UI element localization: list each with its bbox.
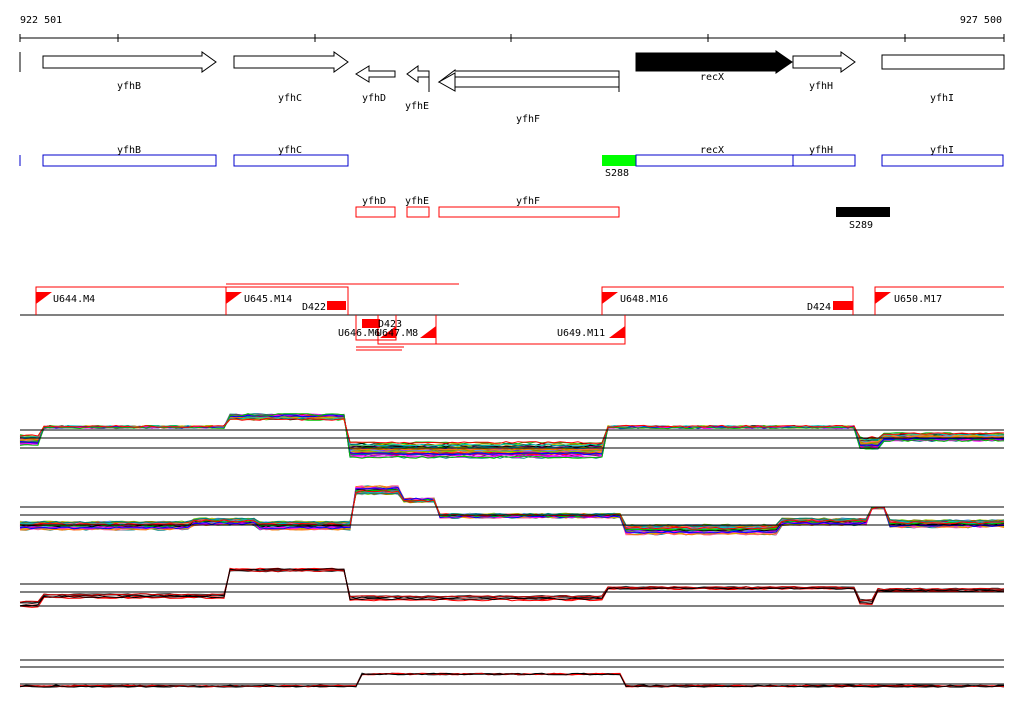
gene-label-recx: recX <box>700 72 724 83</box>
transcript-label-u644: U644.M4 <box>53 294 95 305</box>
expression-trace <box>19 568 1005 607</box>
gene-arrow-yfhb[interactable] <box>42 51 217 73</box>
gene-box-label-yfhe: yfhE <box>405 196 429 207</box>
expression-trace <box>20 672 1005 688</box>
coord-start-label: 922 501 <box>20 15 62 26</box>
gene-box-label-recx: recX <box>700 145 724 156</box>
gene-box-yfhd[interactable] <box>355 206 396 218</box>
transcript-end-u649 <box>609 326 625 338</box>
feature-d423[interactable] <box>362 319 380 328</box>
feature-d422[interactable] <box>327 301 346 310</box>
gene-label-yfhf: yfhF <box>516 114 540 125</box>
transcript-track: U644.M4 U645.M14 D422 U648.M16 D424 U650… <box>20 283 1004 351</box>
transcript-label-u647: U647.M8 <box>376 328 418 339</box>
gene-box-yfhh[interactable] <box>792 154 856 167</box>
gene-box-yfhb[interactable] <box>42 154 217 167</box>
minus-strand-gene-boxes: yfhD yfhE yfhF S289 <box>355 196 890 231</box>
transcript-spans <box>35 283 1004 351</box>
gene-box-label-yfhi: yfhI <box>930 145 954 156</box>
feature-d424[interactable] <box>833 301 853 310</box>
expression-panel-4 <box>19 659 1005 688</box>
ruler-ticks <box>19 34 1005 42</box>
expression-panel-2 <box>19 485 1005 536</box>
gene-box-yfhc[interactable] <box>233 154 349 167</box>
expression-panel-3 <box>19 567 1005 608</box>
transcript-label-u649: U649.M11 <box>557 328 605 339</box>
gene-label-yfhd: yfhD <box>362 93 386 104</box>
transcript-start-u648 <box>602 292 618 304</box>
expression-trace <box>19 672 1004 688</box>
plus-strand-gene-boxes: yfhB yfhC S288 recX yfhH yfhI <box>19 145 1004 179</box>
transcript-start-u645 <box>226 292 242 304</box>
feature-label-d424: D424 <box>807 302 831 313</box>
transcript-start-u650 <box>875 292 891 304</box>
gene-arrow-yfhi[interactable] <box>881 54 1005 70</box>
transcript-label-u645: U645.M14 <box>244 294 292 305</box>
gene-box-label-yfhc: yfhC <box>278 145 302 156</box>
expression-trace <box>19 672 1005 688</box>
expression-trace <box>20 672 1004 688</box>
transcript-label-u648: U648.M16 <box>620 294 668 305</box>
gene-arrow-recx[interactable] <box>635 50 793 74</box>
transcript-end-u646 <box>380 326 396 338</box>
expression-trace <box>19 672 1005 688</box>
gene-label-yfhb: yfhB <box>117 81 141 92</box>
feature-label-s288: S288 <box>605 168 629 179</box>
gene-arrow-yfhd[interactable] <box>355 65 396 83</box>
gene-arrow-track: yfhB yfhC yfhD yfhE yfhF recX yfhH yfhI <box>19 50 1005 125</box>
gene-box-recx[interactable] <box>635 154 794 167</box>
gene-arrow-yfhc[interactable] <box>233 51 349 73</box>
transcript-end-u647 <box>420 326 436 338</box>
gene-box-label-yfhb: yfhB <box>117 145 141 156</box>
gene-box-yfhi[interactable] <box>881 154 1004 167</box>
feature-s288[interactable] <box>602 155 636 166</box>
gene-box-label-yfhd: yfhD <box>362 196 386 207</box>
expression-trace <box>19 486 1005 534</box>
transcript-start-u644 <box>36 292 52 304</box>
gene-box-yfhf[interactable] <box>438 206 620 218</box>
gene-box-label-yfhf: yfhF <box>516 196 540 207</box>
gene-label-yfhi: yfhI <box>930 93 954 104</box>
gene-arrow-yfhf-body <box>437 72 620 92</box>
gene-label-yfhe: yfhE <box>405 101 429 112</box>
gene-box-yfhe[interactable] <box>406 206 430 218</box>
expression-trace <box>19 417 1005 445</box>
gene-label-yfhh: yfhH <box>809 81 833 92</box>
feature-label-d422: D422 <box>302 302 326 313</box>
feature-label-s289: S289 <box>849 220 873 231</box>
gene-label-yfhc: yfhC <box>278 93 302 104</box>
gene-box-label-yfhh: yfhH <box>809 145 833 156</box>
gene-arrow-yfhh[interactable] <box>792 51 856 73</box>
transcript-label-u646: U646.M6 <box>338 328 380 339</box>
coordinate-ruler: 922 501 927 500 <box>19 15 1005 42</box>
coord-end-label: 927 500 <box>960 15 1002 26</box>
feature-s289[interactable] <box>836 207 890 217</box>
expression-trace <box>19 569 1005 603</box>
transcript-span-u650 <box>874 286 1004 315</box>
feature-label-d423: D423 <box>378 319 402 330</box>
expression-panels <box>19 413 1005 688</box>
expression-panel-1 <box>19 413 1005 459</box>
expression-trace <box>19 567 1005 608</box>
gene-arrow-yfhe[interactable] <box>406 65 430 83</box>
transcript-label-u650: U650.M17 <box>894 294 942 305</box>
